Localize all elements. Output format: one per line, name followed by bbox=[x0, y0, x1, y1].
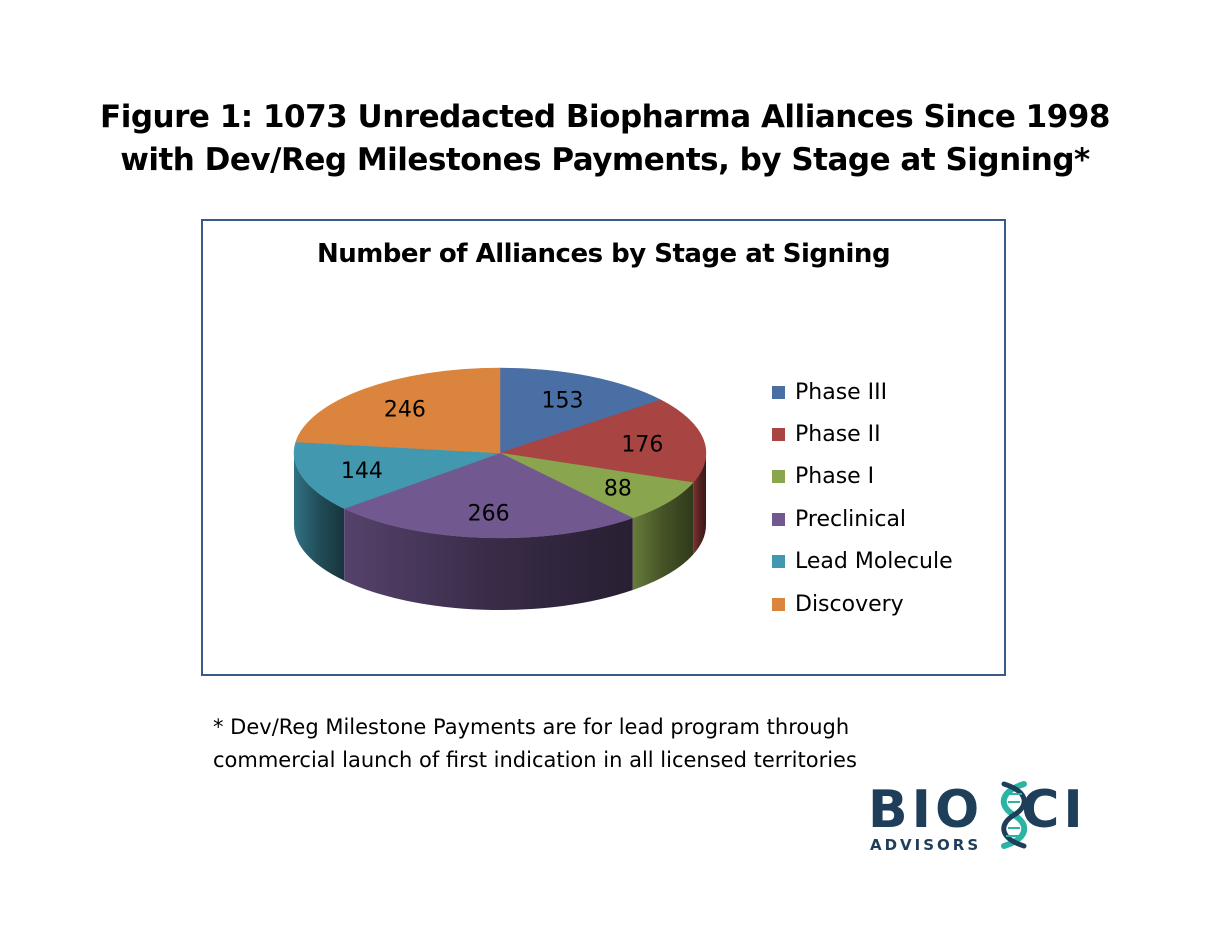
pie-side-phase-ii bbox=[693, 453, 706, 555]
pie-slice-phase-i bbox=[499, 452, 694, 519]
logo-sub-text: ADVISORS bbox=[870, 836, 982, 854]
chart-title: Number of Alliances by Stage at Signing bbox=[316, 239, 891, 269]
data-label-discovery: 246 bbox=[384, 397, 426, 422]
pie-slice-lead-molecule bbox=[293, 441, 501, 509]
pie-slice-phase-iii bbox=[499, 367, 662, 454]
legend-label: Phase I bbox=[795, 464, 875, 490]
legend-label: Lead Molecule bbox=[795, 549, 953, 575]
dna-helix-icon bbox=[1000, 781, 1028, 849]
data-label-lead-molecule: 144 bbox=[341, 459, 383, 484]
legend-label: Preclinical bbox=[795, 506, 907, 532]
biosci-logo: BIO CI ADVISORS bbox=[868, 780, 1118, 855]
legend-item-phase-ii: Phase II bbox=[772, 413, 953, 455]
legend-item-phase-i: Phase I bbox=[772, 456, 953, 498]
legend-swatch bbox=[772, 385, 785, 399]
footnote-line2: commercial launch of first indication in… bbox=[213, 748, 857, 772]
legend-label: Phase II bbox=[795, 422, 881, 448]
legend-label: Discovery bbox=[795, 591, 904, 617]
pie-slice-discovery bbox=[295, 367, 501, 454]
footnote-line1: * Dev/Reg Milestone Payments are for lea… bbox=[213, 715, 850, 739]
pie-chart: 153 176 88 266 144 246 bbox=[293, 367, 707, 610]
legend-item-lead-molecule: Lead Molecule bbox=[772, 541, 953, 583]
legend-swatch bbox=[772, 512, 785, 526]
pie-side-preclinical bbox=[344, 508, 633, 610]
pie-side-phase-i bbox=[632, 482, 694, 591]
legend-label: Phase III bbox=[795, 379, 888, 405]
legend-item-discovery: Discovery bbox=[772, 583, 953, 625]
figure-title-line2: with Dev/Reg Milestones Payments, by Sta… bbox=[120, 142, 1090, 178]
figure-title: Figure 1: 1073 Unredacted Biopharma Alli… bbox=[0, 96, 1210, 182]
legend-item-preclinical: Preclinical bbox=[772, 498, 953, 540]
legend-swatch bbox=[772, 555, 785, 569]
legend-swatch bbox=[772, 470, 785, 484]
figure-title-line1: Figure 1: 1073 Unredacted Biopharma Alli… bbox=[100, 99, 1110, 135]
legend-swatch bbox=[772, 428, 785, 442]
data-label-preclinical: 266 bbox=[468, 501, 510, 526]
data-label-phase-ii: 176 bbox=[621, 433, 663, 458]
pie-slice-preclinical bbox=[343, 452, 634, 539]
chart-area: Number of Alliances by Stage at Signing … bbox=[201, 219, 1006, 676]
data-label-phase-i: 88 bbox=[604, 476, 632, 501]
legend-item-phase-iii: Phase III bbox=[772, 371, 953, 413]
legend-swatch bbox=[772, 597, 785, 611]
logo-main-text: BIO CI bbox=[868, 780, 1087, 840]
pie-slice-phase-ii bbox=[499, 399, 707, 483]
chart-legend: Phase III Phase II Phase I Preclinical Lead … bbox=[772, 371, 953, 625]
pie-side-lead-molecule bbox=[294, 453, 345, 581]
footnote: * Dev/Reg Milestone Payments are for lea… bbox=[213, 711, 857, 777]
data-label-phase-iii: 153 bbox=[541, 388, 583, 413]
